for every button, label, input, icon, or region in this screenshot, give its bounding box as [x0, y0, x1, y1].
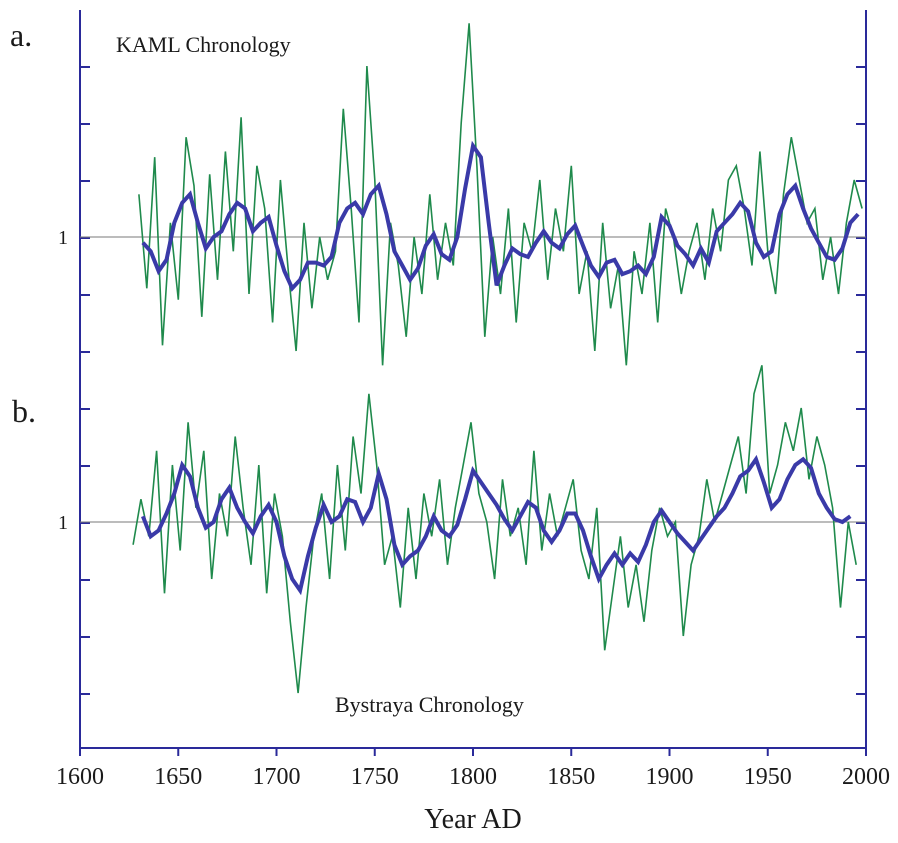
panel-b-smoothed-series [141, 454, 852, 596]
panel-a-smoothed-series [141, 140, 860, 292]
x-tick-label: 1650 [154, 764, 202, 790]
panel-a-title: KAML Chronology [116, 32, 291, 57]
x-tick-label: 1900 [646, 764, 694, 790]
x-tick-label: 1950 [744, 764, 792, 790]
x-tick-label: 2000 [842, 764, 890, 790]
panel-a-reference-label: 1 [58, 227, 68, 249]
x-tick-label: 1800 [449, 764, 497, 790]
x-tick-label: 1750 [351, 764, 399, 790]
x-axis-ticks: 1600 1650 1700 1750 1800 1850 1900 1950 2000 [56, 748, 890, 790]
x-tick-label: 1700 [253, 764, 301, 790]
x-tick-label: 1850 [547, 764, 595, 790]
panel-b-title: Bystraya Chronology [335, 692, 524, 717]
panel-b-letter: b. [12, 393, 36, 429]
panel-a-letter: a. [10, 17, 32, 53]
panel-a-annual-series [138, 23, 863, 366]
right-axis-ticks [856, 66, 866, 695]
left-axis-ticks [80, 66, 90, 695]
panel-b-reference-label: 1 [58, 512, 68, 534]
x-tick-label: 1600 [56, 764, 104, 790]
panel-b-annual-series [132, 365, 857, 694]
x-axis-title: Year AD [424, 804, 522, 835]
